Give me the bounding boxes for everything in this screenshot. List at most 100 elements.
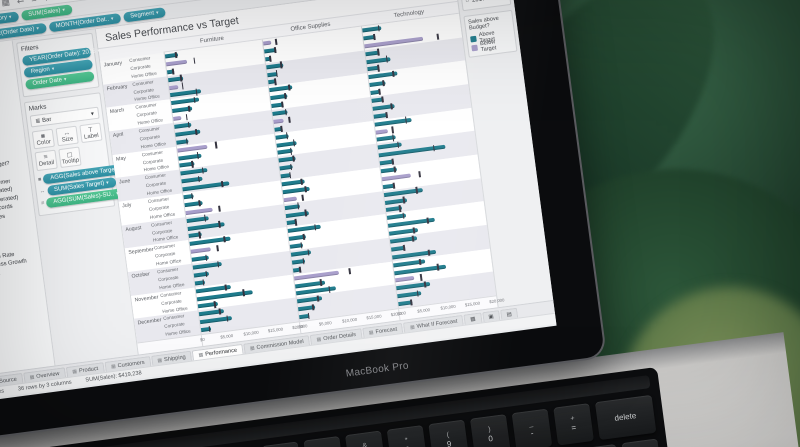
sort-icon[interactable]: ≡	[31, 0, 38, 4]
sheet-icon: ▦	[110, 363, 117, 370]
detail-button[interactable]: ≡ Detail	[34, 149, 58, 172]
tableau-window: ⊞↶↷⇓▤▦⇄≡T ▦Columns Category▾SUM(Sales)▾ …	[0, 0, 557, 403]
size-icon: ↔	[39, 188, 46, 195]
viz-area: Sales Performance vs Target Furniture Off…	[95, 0, 505, 355]
axis-tick-label: $10,000	[341, 316, 358, 324]
chevron-down-icon: ▾	[90, 110, 95, 118]
key-7[interactable]: &7	[345, 430, 386, 447]
key-delete[interactable]: delete	[594, 394, 657, 441]
target-tick	[275, 70, 278, 77]
target-tick	[288, 172, 292, 179]
target-tick	[418, 170, 421, 178]
axis-tick-label: $15,000	[267, 326, 284, 334]
pill-label: Segment	[129, 10, 155, 20]
month-label: January	[103, 60, 123, 69]
target-tick	[181, 82, 184, 90]
legend-label: Below Target	[479, 38, 497, 53]
color-legend-card: Sales above Budget? Above Target Below Ta…	[463, 9, 518, 58]
target-tick	[193, 57, 196, 64]
target-tick	[280, 125, 283, 132]
bullet-bar[interactable]	[375, 128, 389, 135]
month-label: March	[109, 107, 125, 116]
month-label: December	[137, 317, 162, 327]
sheet-icon: ▦	[249, 344, 255, 352]
marks-card: Marks ≣ Bar ▾ ■ Color ↔ Size T Label ≡ Detail ◻ T…	[23, 92, 131, 217]
legend-swatch	[471, 44, 478, 51]
tab-label: Overview	[35, 370, 60, 380]
bar-chart-icon: ≣	[35, 117, 41, 125]
key-space[interactable]: + =	[552, 403, 594, 446]
filters-pills: YEAR(Order Date): 2016 ▾ Region ▾ Order Date…	[21, 47, 100, 90]
bullet-bar[interactable]	[273, 118, 284, 124]
target-tick	[391, 126, 394, 134]
key-8[interactable]: *8	[386, 425, 428, 447]
key-9[interactable]: (9	[428, 419, 469, 447]
label-button[interactable]: T Label	[79, 122, 103, 144]
marks-button-label: Label	[83, 132, 100, 141]
target-tick	[419, 274, 423, 281]
month-label: May	[115, 155, 127, 163]
parameters-list: ●Base Salary●Churn Rate●Commission Rate●…	[0, 230, 43, 292]
radio-icon: ○	[465, 0, 470, 5]
sheet-icon: ▦	[157, 356, 163, 364]
color-icon: ■	[37, 176, 42, 183]
key-0[interactable]: ) 0	[469, 414, 511, 447]
axis-tick-label: $0	[199, 336, 206, 343]
tab-label: Forecast	[375, 326, 398, 335]
chevron-down-icon: ▾	[62, 6, 66, 14]
target-tick	[216, 245, 219, 252]
target-tick	[269, 55, 272, 62]
axis-tick-label: $15,000	[464, 300, 481, 308]
chevron-down-icon: ▾	[63, 76, 67, 83]
target-tick	[288, 116, 291, 123]
sheet-icon: ▦	[29, 373, 35, 381]
color-button[interactable]: ■ Color	[31, 128, 55, 150]
key-space[interactable]: |\	[621, 438, 663, 447]
chevron-down-icon: ▾	[110, 15, 114, 22]
key-legend: 9	[446, 439, 452, 447]
marks-button-label: Size	[61, 136, 74, 144]
macbook-laptop: ~`!1@2#3$4%5^6&7*8(9)0_-+=deletetabQWERT…	[0, 0, 779, 447]
bullet-bar[interactable]	[168, 84, 179, 90]
filters-card: Filters YEAR(Order Date): 2016 ▾ Region ▾ Or…	[16, 32, 100, 98]
year-label: 2017	[472, 0, 486, 3]
bullet-bar[interactable]	[263, 40, 272, 46]
size-button[interactable]: ↔ Size	[55, 125, 79, 147]
key-legend: =	[570, 423, 577, 434]
key-legend: -	[530, 429, 535, 439]
key-space[interactable]: _ -	[511, 408, 552, 447]
axis-tick-label: $5,000	[417, 307, 431, 314]
year-radio-2017[interactable]: ○2017	[465, 0, 507, 6]
label-icon[interactable]: T	[43, 0, 50, 2]
tooltip-button[interactable]: ◻ Tooltip	[58, 146, 82, 169]
chevron-down-icon: ▾	[105, 179, 110, 186]
legend-swatch	[470, 35, 477, 42]
axis-tick-label: $0	[396, 310, 402, 317]
axis-tick-label: $15,000	[366, 313, 382, 321]
bullet-chart: January Consumer Corporate Home Office Febru…	[100, 13, 497, 343]
new-worksheet-icon[interactable]: ▦	[0, 0, 11, 8]
axis-tick-label: $10,000	[440, 303, 456, 311]
target-tick	[172, 68, 175, 75]
month-label: October	[131, 271, 151, 280]
key-5[interactable]: %5	[262, 441, 303, 447]
marks-pills: ■ AGG(Sales above Target) ▾ ↔ SUM(Sales Targ…	[37, 163, 131, 208]
target-tick	[307, 312, 310, 320]
key-6[interactable]: ^6	[303, 435, 345, 447]
key-legend: delete	[614, 411, 637, 424]
pill-label: Region	[30, 66, 51, 75]
pill-label: Category	[0, 14, 8, 24]
target-tick	[378, 88, 381, 96]
pill-label: Order Date	[32, 76, 63, 87]
axis-tick-label: $5,000	[220, 333, 234, 340]
marks-button-label: Tooltip	[61, 157, 80, 166]
key-shift-legend: &	[362, 442, 368, 447]
target-tick	[215, 141, 218, 149]
sheet-icon: ▦	[71, 368, 78, 375]
key-legend: 0	[487, 434, 494, 444]
bullet-bar[interactable]	[173, 115, 182, 121]
bullet-bar[interactable]	[283, 196, 298, 202]
month-label: September	[128, 247, 155, 257]
swap-axes-icon[interactable]: ⇄	[16, 0, 25, 6]
target-tick	[298, 266, 302, 273]
